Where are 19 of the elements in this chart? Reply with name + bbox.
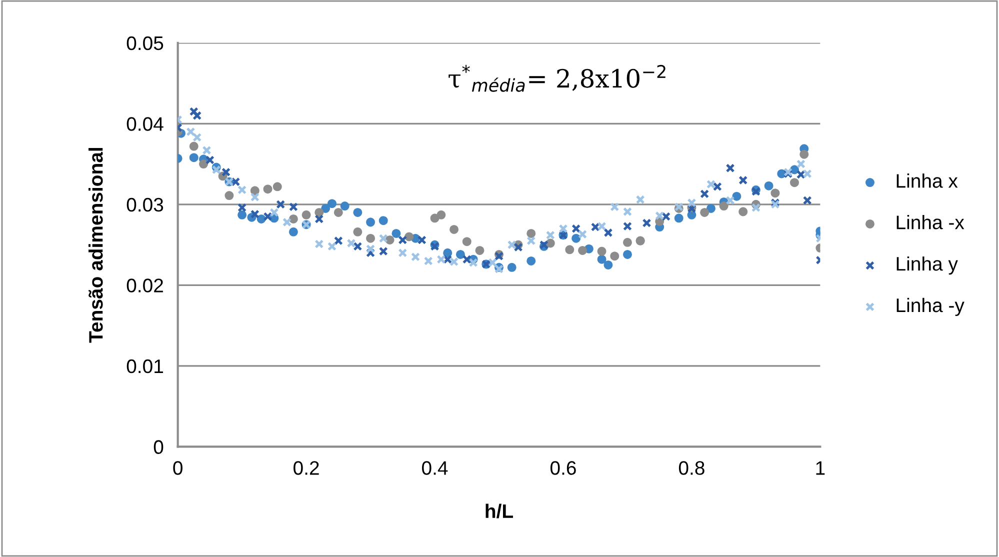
y-tick-label: 0 (154, 440, 164, 454)
x-axis-title: h/L (486, 504, 513, 518)
x-tick-label: 0.8 (678, 461, 704, 475)
legend-label: Linha x (896, 174, 958, 188)
y-tick-label: 0.02 (126, 278, 163, 292)
x-tick-label: 0.4 (422, 461, 448, 475)
x-tick-label: 0.2 (294, 461, 319, 475)
y-tick-label: 0.03 (126, 198, 164, 212)
y-tick-label: 0.04 (126, 117, 164, 131)
x-tick-label: 0.6 (550, 461, 576, 475)
y-axis-title: Tensão adimensional (88, 148, 103, 343)
y-tick-label: 0.01 (126, 359, 163, 374)
annotation: τ$^{*}$$_{média}$= 2,8x10$^{−2}$ (448, 64, 666, 92)
x-tick-label: 1 (816, 461, 825, 475)
legend-label: Linha y (896, 256, 958, 275)
legend-label: Linha -y (896, 298, 964, 316)
x-tick-label: 0 (173, 461, 182, 475)
legend-label: Linha -x (896, 215, 964, 230)
y-tick-label: 0.05 (126, 36, 164, 50)
